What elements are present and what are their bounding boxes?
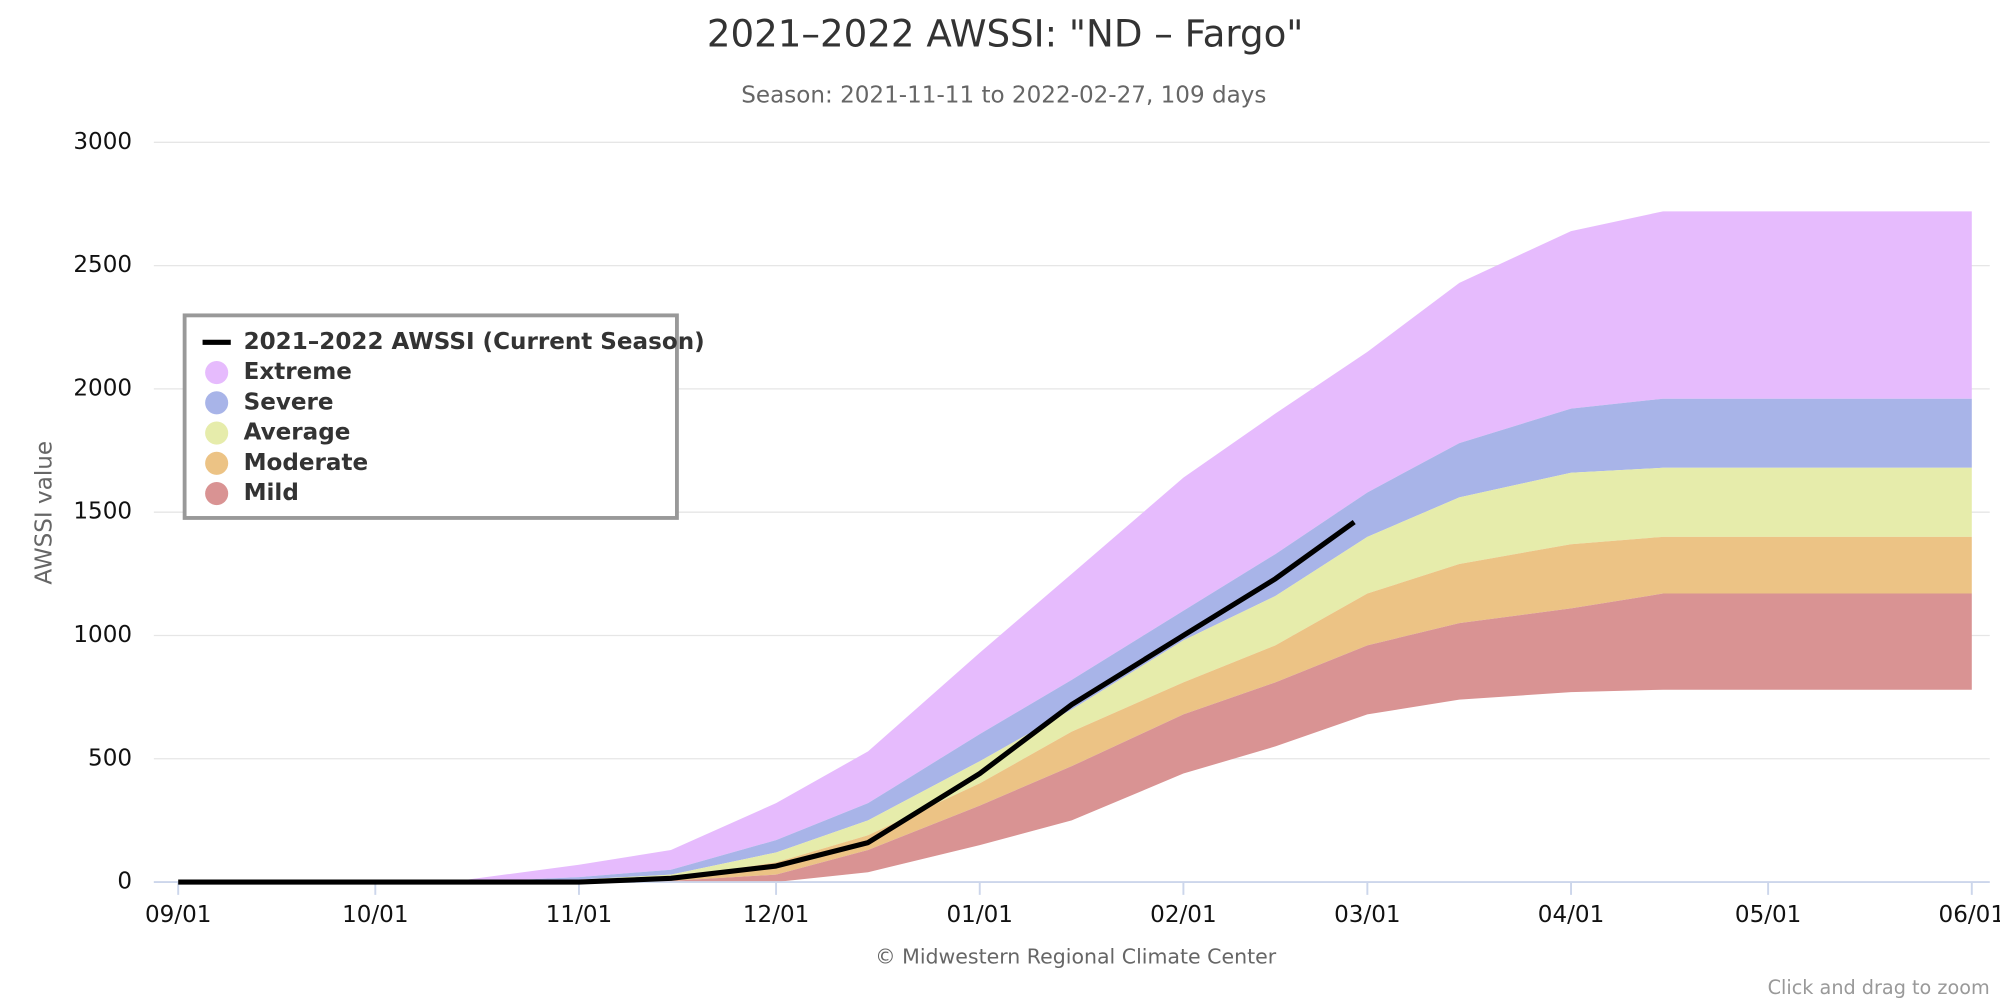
range-area [178,467,1972,883]
legend-label: Mild [244,480,299,506]
x-tick-label: 02/01 [1150,902,1216,928]
legend-symbol [205,451,229,475]
legend-label: Average [244,420,351,446]
y-tick-label: 2000 [73,375,132,401]
legend-symbol [205,421,229,445]
x-tick-label: 10/01 [342,902,408,928]
legend-label: Severe [244,389,334,415]
x-tick-label: 01/01 [947,902,1013,928]
y-tick-label: 2500 [73,252,132,278]
range-area [178,536,1972,883]
zoom-hint: Click and drag to zoom [1768,976,1990,999]
chart-title: 2021–2022 AWSSI: "ND – Fargo" [707,11,1304,55]
x-tick-label: 11/01 [546,902,612,928]
y-axis-label: AWSSI value [31,441,57,585]
y-tick-label: 500 [88,745,132,771]
y-tick-label: 0 [117,869,132,895]
chart-subtitle: Season: 2021-11-11 to 2022-02-27, 109 da… [741,83,1266,109]
credit: © Midwestern Regional Climate Center [875,945,1277,969]
x-tick-label: 06/01 [1939,902,2000,928]
x-tick-label: 04/01 [1538,902,1604,928]
legend-label: Moderate [244,450,369,476]
y-tick-label: 1000 [73,622,132,648]
x-tick-label: 05/01 [1735,902,1801,928]
legend-symbol [205,361,229,385]
legend-symbol [205,482,229,506]
x-tick-label: 03/01 [1334,902,1400,928]
range-area [178,211,1972,883]
current-season-line [178,519,1356,885]
range-area [178,593,1972,883]
y-tick-label: 1500 [73,499,132,525]
legend-label: Extreme [244,359,352,385]
range-area [178,398,1972,883]
x-tick-label: 12/01 [743,902,809,928]
legend-label: 2021–2022 AWSSI (Current Season) [244,329,705,355]
legend-symbol [205,391,229,415]
x-tick-label: 09/01 [145,902,211,928]
legend-box [182,313,679,520]
y-tick-label: 3000 [73,129,132,155]
